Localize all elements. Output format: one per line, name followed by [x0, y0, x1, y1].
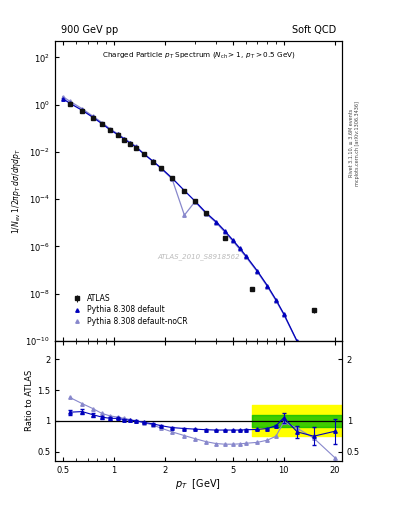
Pythia 8.308 default: [311, 383, 316, 389]
Pythia 8.308 default-noCR: [115, 131, 120, 137]
Pythia 8.308 default: [151, 158, 155, 164]
Pythia 8.308 default-noCR: [108, 126, 112, 132]
Pythia 8.308 default-noCR: [295, 339, 299, 345]
Pythia 8.308 default-noCR: [151, 158, 155, 164]
Pythia 8.308 default-noCR: [274, 297, 278, 304]
Pythia 8.308 default-noCR: [182, 212, 187, 218]
Pythia 8.308 default-noCR: [281, 311, 286, 317]
Pythia 8.308 default: [61, 96, 65, 102]
Pythia 8.308 default: [182, 187, 187, 194]
Pythia 8.308 default: [90, 114, 95, 120]
Pythia 8.308 default: [214, 219, 219, 225]
Pythia 8.308 default-noCR: [128, 139, 133, 145]
Pythia 8.308 default: [141, 151, 146, 157]
Pythia 8.308 default-noCR: [332, 416, 337, 422]
Pythia 8.308 default-noCR: [311, 384, 316, 390]
Pythia 8.308 default: [159, 165, 163, 171]
Pythia 8.308 default-noCR: [170, 176, 174, 182]
Pythia 8.308 default-noCR: [122, 136, 127, 142]
Line: Pythia 8.308 default: Pythia 8.308 default: [61, 97, 337, 420]
Pythia 8.308 default: [193, 198, 197, 204]
Text: Soft QCD: Soft QCD: [292, 25, 336, 35]
Text: 900 GeV pp: 900 GeV pp: [61, 25, 118, 35]
Pythia 8.308 default: [134, 144, 138, 150]
Pythia 8.308 default: [274, 296, 278, 303]
Text: Rivet 3.1.10, ≥ 3.6M events: Rivet 3.1.10, ≥ 3.6M events: [349, 109, 354, 178]
Pythia 8.308 default: [68, 100, 72, 106]
Pythia 8.308 default: [332, 416, 337, 422]
Pythia 8.308 default: [115, 132, 120, 138]
Pythia 8.308 default: [222, 228, 227, 234]
Pythia 8.308 default: [128, 140, 133, 146]
X-axis label: $p_T$  [GeV]: $p_T$ [GeV]: [176, 477, 221, 492]
Pythia 8.308 default-noCR: [159, 165, 163, 172]
Pythia 8.308 default-noCR: [61, 94, 65, 100]
Pythia 8.308 default-noCR: [244, 254, 248, 260]
Y-axis label: $1/N_{\rm ev}\; 1/2\pi p_T\; d\sigma/d\eta dp_T$: $1/N_{\rm ev}\; 1/2\pi p_T\; d\sigma/d\e…: [10, 148, 23, 234]
Pythia 8.308 default: [281, 311, 286, 317]
Pythia 8.308 default-noCR: [99, 119, 104, 125]
Pythia 8.308 default: [255, 268, 260, 274]
Pythia 8.308 default-noCR: [255, 269, 260, 275]
Pythia 8.308 default-noCR: [222, 229, 227, 235]
Y-axis label: Ratio to ATLAS: Ratio to ATLAS: [25, 370, 34, 432]
Line: Pythia 8.308 default-noCR: Pythia 8.308 default-noCR: [61, 95, 337, 420]
Pythia 8.308 default-noCR: [80, 105, 84, 112]
Pythia 8.308 default: [204, 210, 209, 216]
Pythia 8.308 default: [80, 107, 84, 113]
Pythia 8.308 default-noCR: [141, 151, 146, 157]
Pythia 8.308 default: [99, 121, 104, 127]
Pythia 8.308 default: [108, 127, 112, 133]
Pythia 8.308 default-noCR: [134, 143, 138, 150]
Text: mcplots.cern.ch [arXiv:1306.3436]: mcplots.cern.ch [arXiv:1306.3436]: [355, 101, 360, 186]
Pythia 8.308 default-noCR: [90, 113, 95, 119]
Pythia 8.308 default: [237, 245, 242, 251]
Pythia 8.308 default-noCR: [265, 284, 270, 290]
Pythia 8.308 default-noCR: [237, 246, 242, 252]
Pythia 8.308 default-noCR: [68, 98, 72, 104]
Pythia 8.308 default-noCR: [230, 238, 235, 244]
Pythia 8.308 default: [265, 283, 270, 289]
Pythia 8.308 default: [170, 175, 174, 181]
Legend: ATLAS, Pythia 8.308 default, Pythia 8.308 default-noCR: ATLAS, Pythia 8.308 default, Pythia 8.30…: [68, 292, 190, 328]
Pythia 8.308 default: [295, 338, 299, 345]
Pythia 8.308 default: [230, 237, 235, 243]
Pythia 8.308 default-noCR: [214, 220, 219, 226]
Pythia 8.308 default: [122, 136, 127, 142]
Pythia 8.308 default-noCR: [193, 199, 197, 205]
Pythia 8.308 default-noCR: [204, 211, 209, 217]
Text: ATLAS_2010_S8918562: ATLAS_2010_S8918562: [157, 253, 240, 260]
Text: Charged Particle $p_T$ Spectrum ($N_{\rm ch}>1,\;p_T>0.5$ GeV): Charged Particle $p_T$ Spectrum ($N_{\rm…: [102, 50, 295, 60]
Pythia 8.308 default: [244, 253, 248, 259]
